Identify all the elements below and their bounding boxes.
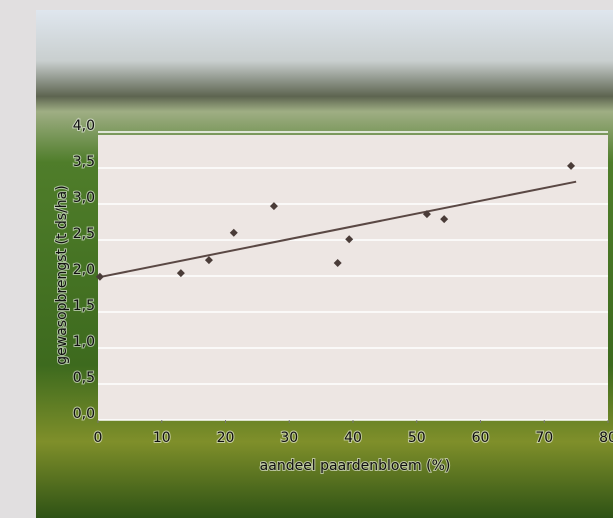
y-tick-label: 3,5 [73, 154, 95, 170]
y-tick-label: 2,5 [73, 226, 95, 242]
y-tick-label: 2,0 [73, 262, 95, 278]
x-tick-label: 10 [153, 430, 171, 446]
y-tick-label: 4,0 [73, 118, 95, 134]
chart: 0,0 0,5 1,0 1,5 2,0 2,5 3,0 3,5 4,0 0 10 20 30 40 50 60… [0, 0, 613, 518]
y-tick-label: 3,0 [73, 190, 95, 206]
x-tick-label: 30 [280, 430, 298, 446]
y-tick-label: 1,0 [73, 334, 95, 350]
y-tick-label: 0,5 [73, 370, 95, 386]
x-tick-label: 70 [535, 430, 553, 446]
x-tick-label: 0 [94, 430, 103, 446]
x-tick-label: 20 [217, 430, 235, 446]
x-tick-label: 80 [599, 430, 613, 446]
y-tick-label: 1,5 [73, 298, 95, 314]
x-tick-label: 50 [408, 430, 426, 446]
x-tick-label: 40 [344, 430, 362, 446]
plot-area [98, 135, 608, 420]
y-axis-label: gewasopbrengst (t ds/ha) [54, 185, 70, 364]
y-tick-label: 0,0 [73, 406, 95, 422]
x-tick-label: 60 [472, 430, 490, 446]
x-axis-label: aandeel paardenbloem (%) [260, 458, 451, 474]
